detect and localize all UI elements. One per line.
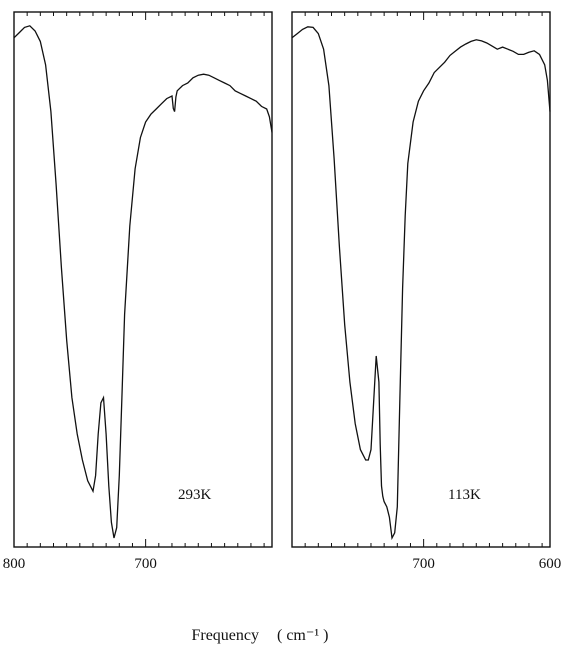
- panel-113k: 113K 700 600: [291, 11, 562, 572]
- x-ticks: [291, 12, 543, 547]
- spectrum-line: [291, 26, 551, 541]
- panel-label: 293K: [178, 487, 212, 503]
- panel-label: 113K: [448, 487, 481, 503]
- x-tick-label: 700: [134, 556, 157, 572]
- panel-frame: [291, 11, 551, 548]
- x-axis-unit: ( cm⁻¹ ): [277, 627, 328, 644]
- panel-293k: 293K 800 700: [3, 11, 273, 572]
- x-tick-label: 800: [3, 556, 26, 572]
- x-axis-title: Frequency: [191, 627, 259, 644]
- spectrum-line: [13, 25, 273, 539]
- panel-frame: [13, 11, 273, 548]
- x-tick-label: 600: [539, 556, 562, 572]
- x-tick-label: 700: [412, 556, 435, 572]
- x-ticks: [13, 12, 265, 547]
